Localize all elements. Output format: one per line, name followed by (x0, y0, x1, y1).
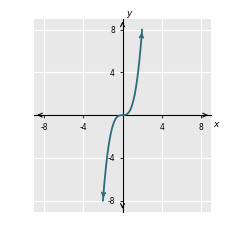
Text: y: y (127, 9, 132, 18)
Text: x: x (213, 120, 218, 129)
